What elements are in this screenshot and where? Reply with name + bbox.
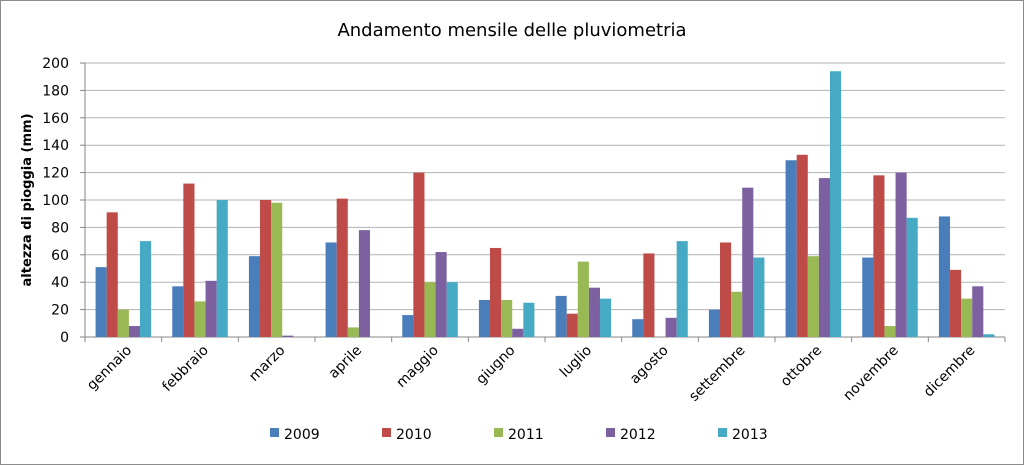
y-tick-label: 200 — [42, 56, 69, 72]
bar-2012-febbraio — [205, 280, 217, 337]
bar-2011-settembre — [731, 291, 743, 337]
x-tick-label-novembre: novembre — [840, 343, 901, 404]
bars — [95, 71, 995, 337]
bar-2010-agosto — [643, 253, 655, 337]
bar-2011-ottobre — [807, 256, 819, 337]
bar-2009-luglio — [555, 295, 567, 337]
bar-2012-agosto — [665, 317, 677, 337]
bar-2013-dicembre — [983, 334, 995, 337]
bar-2009-dicembre — [938, 216, 951, 337]
bar-2011-giugno — [501, 300, 513, 337]
bar-2010-luglio — [566, 313, 578, 337]
bar-2010-aprile — [336, 198, 348, 337]
bar-2010-marzo — [260, 200, 272, 337]
bar-2012-luglio — [588, 287, 600, 337]
x-tick-label-febbraio: febbraio — [159, 343, 211, 395]
bar-2013-febbraio — [216, 200, 228, 337]
x-axis-ticks: gennaio febbraio marzo aprile maggio giugno lu… — [84, 343, 978, 405]
x-tick-label-giugno: giugno — [473, 343, 518, 388]
bar-2012-marzo — [282, 335, 294, 337]
bar-2013-maggio — [446, 282, 458, 337]
y-tick-label: 160 — [42, 111, 69, 127]
bar-2012-giugno — [512, 328, 524, 337]
y-axis-label: altezza di pioggia (mm) — [20, 113, 35, 286]
bar-2010-gennaio — [106, 212, 118, 337]
bar-2013-gennaio — [139, 241, 152, 337]
bar-2012-novembre — [895, 172, 907, 337]
bar-2009-giugno — [478, 300, 491, 337]
bar-2009-ottobre — [785, 160, 797, 337]
bar-2011-dicembre — [961, 298, 973, 337]
chart-title: Andamento mensile delle pluviometria — [337, 20, 686, 41]
bar-2009-agosto — [632, 319, 644, 337]
bar-2010-settembre — [720, 242, 732, 337]
bar-2010-maggio — [413, 172, 425, 337]
bar-2011-luglio — [577, 261, 589, 337]
bar-2009-novembre — [862, 257, 874, 337]
bar-2010-febbraio — [183, 183, 195, 337]
legend-swatch-2010 — [382, 428, 391, 437]
bar-2010-dicembre — [950, 269, 962, 337]
bar-2012-ottobre — [818, 178, 830, 337]
x-tick-label-luglio: luglio — [557, 343, 595, 381]
bar-2013-luglio — [599, 298, 612, 337]
bar-2011-novembre — [884, 326, 896, 337]
x-tick-label-agosto: agosto — [627, 343, 672, 388]
legend-swatch-2013 — [718, 428, 727, 437]
bar-2009-febbraio — [172, 286, 184, 337]
bar-2012-settembre — [742, 187, 754, 337]
legend-label-2010: 2010 — [396, 427, 432, 443]
bar-2010-giugno — [490, 247, 502, 337]
legend-label-2011: 2011 — [508, 427, 544, 443]
bar-2009-settembre — [708, 309, 721, 337]
bar-2011-maggio — [424, 282, 436, 337]
y-tick-label: 20 — [51, 303, 69, 319]
y-tick-label: 120 — [42, 166, 69, 182]
y-tick-label: 60 — [51, 248, 69, 264]
bar-2012-maggio — [435, 252, 447, 337]
y-tick-label: 180 — [42, 83, 69, 99]
legend-swatch-2012 — [606, 428, 615, 437]
bar-2013-novembre — [906, 217, 918, 337]
legend-label-2012: 2012 — [620, 427, 656, 443]
x-tick-label-maggio: maggio — [393, 343, 441, 391]
y-tick-label: 100 — [42, 193, 69, 209]
bar-2013-ottobre — [829, 71, 842, 337]
x-tick-label-ottobre: ottobre — [778, 343, 825, 390]
legend-label-2013: 2013 — [732, 427, 768, 443]
x-tick-label-dicembre: dicembre — [921, 343, 979, 401]
bar-2013-giugno — [523, 302, 535, 337]
bar-2009-maggio — [402, 315, 414, 337]
bar-2013-agosto — [676, 241, 688, 337]
bar-2011-febbraio — [194, 301, 206, 337]
bar-2011-marzo — [271, 202, 283, 337]
bar-2012-gennaio — [128, 326, 140, 337]
gridlines — [80, 62, 1006, 342]
bar-2012-dicembre — [972, 286, 984, 337]
bar-2013-settembre — [753, 257, 765, 337]
y-tick-label: 40 — [51, 275, 69, 291]
x-tick-label-marzo: marzo — [246, 343, 288, 385]
legend-swatch-2009 — [270, 428, 279, 437]
x-tick-label-gennaio: gennaio — [84, 343, 135, 394]
bar-2012-aprile — [358, 230, 370, 337]
legend-label-2009: 2009 — [284, 427, 320, 443]
bar-2009-marzo — [248, 256, 261, 337]
y-tick-label: 80 — [51, 220, 69, 236]
bar-2009-aprile — [325, 242, 337, 337]
x-tick-label-aprile: aprile — [326, 343, 365, 382]
legend: 2009 2010 2011 2012 2013 — [270, 427, 768, 443]
bar-2011-gennaio — [117, 309, 129, 337]
bar-2010-ottobre — [796, 154, 808, 337]
y-tick-label: 0 — [60, 330, 69, 346]
y-axis-ticks: 0 20 40 60 80 100 120 140 160 180 200 — [42, 56, 69, 346]
bar-2011-aprile — [347, 327, 359, 337]
y-tick-label: 140 — [42, 138, 69, 154]
bar-2010-novembre — [873, 175, 885, 337]
x-tick-label-settembre: settembre — [686, 343, 748, 405]
legend-swatch-2011 — [494, 428, 503, 437]
bar-2009-gennaio — [95, 267, 107, 337]
